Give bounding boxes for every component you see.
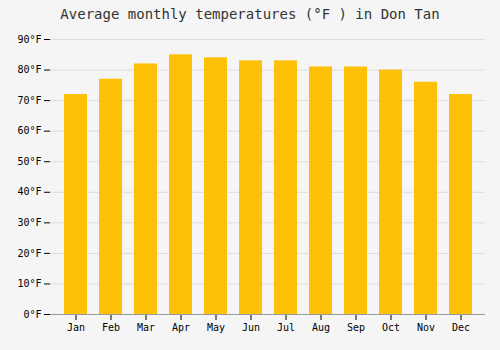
svg-text:40°F: 40°F [17,186,41,197]
svg-text:70°F: 70°F [17,95,41,106]
svg-text:Aug: Aug [312,322,330,333]
svg-text:0°F: 0°F [23,309,41,320]
svg-text:Jan: Jan [67,322,85,333]
svg-text:Jun: Jun [242,322,260,333]
svg-text:10°F: 10°F [17,278,41,289]
svg-text:May: May [207,322,225,333]
svg-text:60°F: 60°F [17,125,41,136]
svg-text:Jul: Jul [277,322,295,333]
svg-text:Mar: Mar [137,322,155,333]
svg-text:80°F: 80°F [17,64,41,75]
svg-text:Sep: Sep [347,322,365,333]
svg-text:Dec: Dec [452,322,470,333]
svg-text:Oct: Oct [382,322,400,333]
svg-text:50°F: 50°F [17,156,41,167]
svg-text:30°F: 30°F [17,217,41,228]
svg-text:Feb: Feb [102,322,120,333]
svg-text:90°F: 90°F [17,34,41,45]
svg-text:Nov: Nov [417,322,435,333]
svg-text:20°F: 20°F [17,248,41,259]
svg-text:Apr: Apr [172,322,190,333]
html-text:Average monthly temperatures (: Average monthly temperatures (°F ) in Do… [60,6,440,22]
